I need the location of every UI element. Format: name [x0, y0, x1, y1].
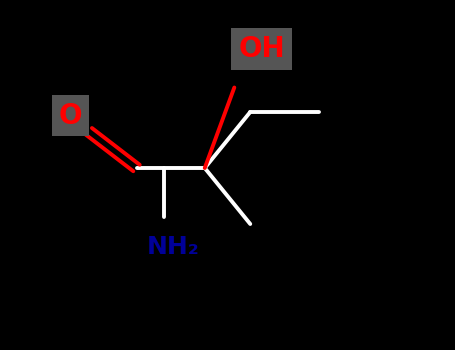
- Text: NH₂: NH₂: [147, 235, 199, 259]
- Text: O: O: [59, 102, 82, 130]
- Text: OH: OH: [238, 35, 285, 63]
